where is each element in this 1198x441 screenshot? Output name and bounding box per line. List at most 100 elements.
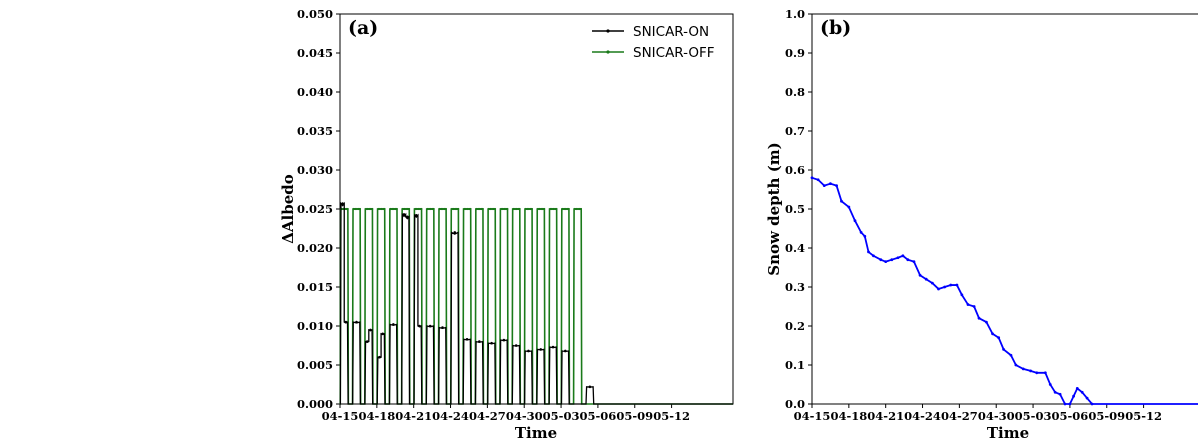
panel-a-legend: SNICAR-ON SNICAR-OFF	[592, 24, 715, 61]
snicar-off-point	[358, 207, 361, 211]
panel-a-marks	[339, 201, 733, 405]
snicar-off-point	[441, 207, 445, 211]
panel-b-xtick-label: 04-30	[978, 409, 1015, 423]
panel-b-ytick-label: 0.3	[785, 280, 805, 294]
panel-a-xtick-label: 04-15	[322, 409, 359, 423]
panel-a-ytick-label: 0.050	[297, 7, 333, 21]
panel-b-label: (b)	[820, 17, 851, 39]
snicar-off-point	[576, 207, 580, 211]
snicar-off-point	[355, 207, 359, 211]
snicar-off-point	[536, 207, 540, 211]
snicar-off-point	[426, 207, 429, 211]
snicar-off-point	[493, 207, 497, 211]
snow-depth-point	[1058, 392, 1062, 396]
snicar-off-point	[526, 207, 529, 211]
snicar-off-point	[463, 207, 466, 211]
legend-snicar-on-label: SNICAR-ON	[633, 24, 709, 40]
snow-depth-point	[872, 254, 875, 258]
snow-depth-point	[906, 258, 910, 262]
snicar-on-point	[588, 385, 592, 389]
snow-depth-point	[863, 234, 867, 238]
snicar-off-point	[477, 207, 480, 211]
snicar-off-point	[457, 207, 460, 211]
snow-depth-point	[835, 184, 838, 188]
snicar-off-point	[403, 207, 406, 211]
snicar-off-point	[392, 207, 395, 211]
snicar-off-point	[490, 207, 494, 211]
panel-a-ytick-label: 0.040	[297, 85, 333, 99]
snicar-off-point	[567, 207, 570, 211]
panel-b-ytick-label: 1.0	[785, 7, 805, 21]
snicar-on-point	[381, 332, 385, 336]
snicar-off-point	[366, 207, 369, 211]
snow-depth-point	[937, 287, 940, 291]
panel-a-xtick-label: 05-12	[653, 409, 690, 423]
snicar-off-point	[543, 207, 546, 211]
snow-depth-point	[822, 184, 826, 188]
panel-a-xtick-label: 05-03	[543, 409, 580, 423]
snicar-on-point	[539, 348, 543, 351]
snow-depth-point	[890, 258, 894, 262]
snicar-off-point	[454, 207, 457, 211]
panel-a-ytick-label: 0.030	[297, 163, 333, 177]
snicar-on-point	[563, 349, 567, 353]
snow-depth-point	[1043, 371, 1047, 375]
snicar-off-point	[404, 207, 408, 211]
snicar-off-point	[427, 207, 431, 211]
snicar-off-point	[512, 207, 515, 211]
snicar-on-point	[355, 320, 358, 324]
snicar-off-point	[377, 207, 380, 211]
panel-a-ytick-label: 0.025	[297, 202, 333, 216]
snicar-off-point	[549, 207, 552, 211]
panel-b: 0.00.10.20.30.40.50.60.70.80.91.0 04-15 0…	[765, 7, 1198, 441]
panel-b-ytick-label: 0.0	[785, 397, 805, 411]
snicar-off-point	[417, 207, 420, 211]
snow-depth-point	[930, 281, 934, 285]
panel-b-ylabel: Snow depth (m)	[765, 142, 783, 276]
snicar-off-point	[575, 207, 578, 211]
snow-depth-point	[1009, 353, 1013, 357]
panel-b-xtick-label: 04-27	[941, 409, 978, 423]
snicar-off-point	[501, 207, 504, 211]
snicar-on-point	[365, 340, 369, 343]
panel-a-label: (a)	[348, 17, 378, 39]
panel-a-xlabel: Time	[515, 424, 557, 441]
snicar-off-point	[438, 207, 441, 211]
snicar-on-point	[369, 328, 372, 332]
snow-depth-point	[847, 205, 851, 209]
snicar-off-point	[555, 207, 558, 211]
snow-depth-point	[1002, 348, 1005, 351]
panel-b-xtick-label: 05-09	[1088, 409, 1125, 423]
panel-b-ytick-label: 0.2	[785, 319, 805, 333]
panel-b-xtick-label: 04-21	[867, 409, 904, 423]
panel-b-marks	[810, 176, 1198, 406]
snow-depth-point	[1029, 369, 1033, 373]
snow-depth-point	[1048, 383, 1052, 386]
panel-b-xtick-label: 04-24	[904, 409, 941, 423]
panel-b-xtick-label: 04-18	[830, 409, 867, 423]
snow-depth-point	[1072, 394, 1075, 398]
snicar-on-point	[428, 324, 432, 328]
snicar-off-point	[354, 207, 357, 211]
snicar-on-point	[402, 213, 406, 216]
panel-a-ytick-label: 0.005	[297, 358, 333, 372]
snicar-off-point	[450, 207, 454, 211]
panel-a-x-ticks: 04-15 04-18 04-21 04-24 04-27 04-30 05-03 05-06…	[322, 404, 690, 423]
snow-depth-point	[1035, 371, 1039, 375]
snow-depth-line	[811, 176, 1198, 405]
snow-depth-point	[972, 305, 976, 308]
snicar-off-point	[444, 207, 447, 211]
snicar-off-point	[481, 207, 484, 211]
panel-b-xtick-label: 05-12	[1125, 409, 1162, 423]
panel-a-ytick-label: 0.020	[297, 241, 333, 255]
snicar-off-point	[527, 207, 530, 211]
snicar-off-point	[371, 207, 374, 211]
snicar-off-point	[440, 207, 443, 211]
panel-a-y-ticks: 0.000 0.005 0.010 0.015 0.020 0.025 0.030 0.035…	[297, 7, 340, 411]
snicar-on-point	[405, 215, 409, 219]
panel-b-frame	[811, 13, 1198, 405]
snicar-off-point	[391, 207, 394, 211]
snow-depth-point	[984, 320, 988, 324]
snow-depth-point	[829, 182, 832, 186]
